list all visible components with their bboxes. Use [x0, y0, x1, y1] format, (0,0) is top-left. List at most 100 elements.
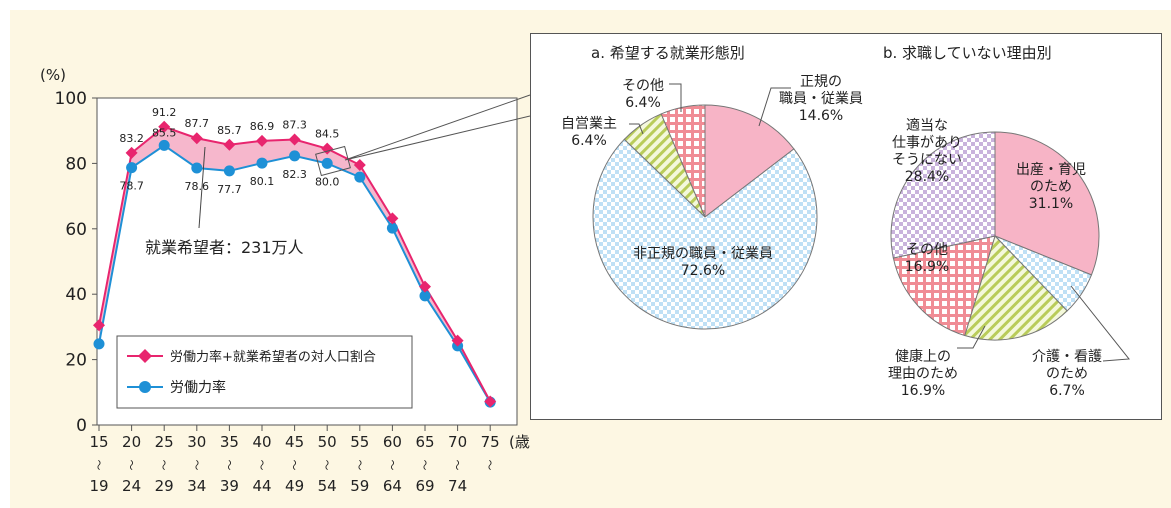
data-label-labor: 78.7 [119, 180, 144, 193]
annotation-leader-line [198, 146, 206, 229]
x-tick-label-top: 55 [350, 433, 369, 451]
x-tick-label-top: 75 [481, 433, 500, 451]
x-tick-label-top: 20 [122, 433, 141, 451]
data-point-labor [126, 162, 138, 174]
pie-leader-line [957, 325, 986, 349]
pie-a-label-nonregular: 72.6% [681, 263, 725, 279]
line-chart: (%) 0 20 40 60 80 100 15 〜 19 20 〜 24 25 〜 29 30 〜 34 35 〜… [40, 66, 530, 495]
data-label-labor: 85.5 [152, 126, 177, 139]
pie-b-label-care: のため [1046, 366, 1088, 382]
pie-slice [892, 235, 996, 337]
fill-between-area [99, 126, 491, 403]
legend-marker-diamond [138, 349, 152, 363]
x-tick-label-bottom: 19 [89, 477, 108, 495]
pie-a-label-regular: 職員・従業員 [779, 91, 863, 107]
legend-label-total: 労働力率+就業希望者の対人口割合 [170, 349, 376, 365]
data-point-total [223, 138, 236, 151]
x-tick-label-bottom: 59 [350, 477, 369, 495]
annotation-label: 就業希望者：231万人 [145, 238, 304, 257]
x-tick-tilde: 〜 [125, 460, 138, 471]
legend-label-labor: 労働力率 [170, 379, 226, 396]
pie-b-label-health: 理由のため [888, 366, 958, 382]
pie-slice [592, 138, 818, 330]
data-point-labor [386, 222, 398, 234]
data-point-labor [289, 150, 301, 162]
pie-b-label-nojob: 仕事があり [892, 135, 962, 151]
pie-b-label-care: 6.7% [1049, 383, 1085, 399]
pie-slice [994, 131, 1100, 276]
pie-slice [660, 104, 706, 218]
data-label-total: 84.5 [315, 128, 340, 141]
x-tick-tilde: 〜 [222, 460, 235, 471]
legend-box [116, 335, 413, 409]
pie-a-label-nonregular: 非正規の職員・従業員 [633, 246, 773, 262]
pie-b-title: b. 求職していない理由別 [883, 44, 1052, 62]
y-tick-label: 40 [65, 285, 87, 305]
data-label-total: 85.7 [217, 124, 242, 137]
x-tick-label-bottom: 29 [155, 477, 174, 495]
data-label-total: 83.2 [119, 132, 144, 145]
legend: 労働力率+就業希望者の対人口割合 労働力率 [116, 335, 413, 409]
data-point-total [419, 280, 431, 293]
pie-b-label-nojob: 適当な [906, 117, 948, 134]
x-tick-tilde: 〜 [288, 460, 301, 471]
x-tick-label-top: 65 [415, 433, 434, 451]
pie-b-label-health: 健康上の [895, 348, 951, 365]
pie-b-label-health: 16.9% [901, 383, 945, 399]
x-tick-label-top: 30 [187, 433, 206, 451]
x-tick-tilde: 〜 [92, 460, 105, 471]
data-point-total [158, 120, 171, 133]
pie-a-label-regular: 14.6% [799, 108, 843, 124]
pie-a-label-other: 6.4% [625, 95, 661, 111]
pie-b-label-childcare: 出産・育児 [1016, 162, 1086, 178]
pie-b-label-care: 介護・看護 [1032, 349, 1102, 365]
pie-leader-line [669, 83, 682, 112]
x-tick-label-bottom: 39 [220, 477, 239, 495]
x-tick-label-top: 40 [252, 433, 271, 451]
data-label-total: 91.2 [152, 106, 177, 119]
x-tick-label-top: 70 [448, 433, 467, 451]
x-tick-label-top: 60 [383, 433, 402, 451]
x-tick-tilde: 〜 [255, 460, 268, 471]
pie-a-label-other: その他 [622, 78, 664, 94]
data-point-total [125, 146, 138, 159]
x-tick-label-bottom: 49 [285, 477, 304, 495]
x-tick-label-bottom: 24 [122, 477, 141, 495]
pie-slice [964, 235, 1068, 341]
y-tick-label: 60 [65, 220, 87, 240]
data-label-labor: 82.3 [282, 168, 307, 181]
x-tick-label-top: 15 [89, 433, 108, 451]
data-point-total [451, 334, 464, 347]
pie-panel: a. 希望する就業形態別 b. 求職していない理由別 正規の 職員・従業員 14.6… [530, 33, 1162, 420]
x-tick-tilde: 〜 [157, 460, 170, 471]
pie-leader-line [1070, 285, 1130, 362]
data-point-total [190, 132, 203, 145]
x-tick-label-bottom: 69 [415, 477, 434, 495]
pie-b-label-childcare: 31.1% [1029, 196, 1073, 212]
x-tick-label-top: 50 [318, 433, 337, 451]
pie-b-label-nojob: 28.4% [905, 169, 949, 185]
x-tick-label-bottom: 54 [318, 477, 337, 495]
data-point-labor [321, 157, 333, 169]
data-label-total: 86.9 [250, 120, 275, 133]
data-point-total [93, 319, 105, 332]
data-point-total [353, 159, 366, 172]
data-point-labor [158, 139, 170, 151]
x-tick-tilde: 〜 [353, 460, 366, 471]
data-point-labor [223, 165, 235, 177]
pie-slice [890, 131, 996, 259]
x-tick-label-bottom: 74 [448, 477, 467, 495]
pie-charts: a. 希望する就業形態別 b. 求職していない理由別 正規の職員・従業員14.6… [561, 44, 1130, 399]
pie-a-label-regular: 正規の [800, 74, 842, 90]
y-tick-label: 0 [76, 416, 87, 436]
pie-slice [704, 104, 795, 219]
x-tick-label-bottom: 34 [187, 477, 206, 495]
x-tick-tilde: 〜 [483, 460, 496, 471]
data-label-total: 87.3 [282, 119, 307, 132]
data-label-total: 87.7 [185, 117, 210, 130]
x-axis-unit: (歳) [509, 433, 530, 451]
data-point-labor [93, 338, 105, 350]
y-tick-label: 20 [65, 351, 87, 371]
y-tick-label: 100 [55, 89, 87, 109]
data-point-total [256, 134, 268, 147]
